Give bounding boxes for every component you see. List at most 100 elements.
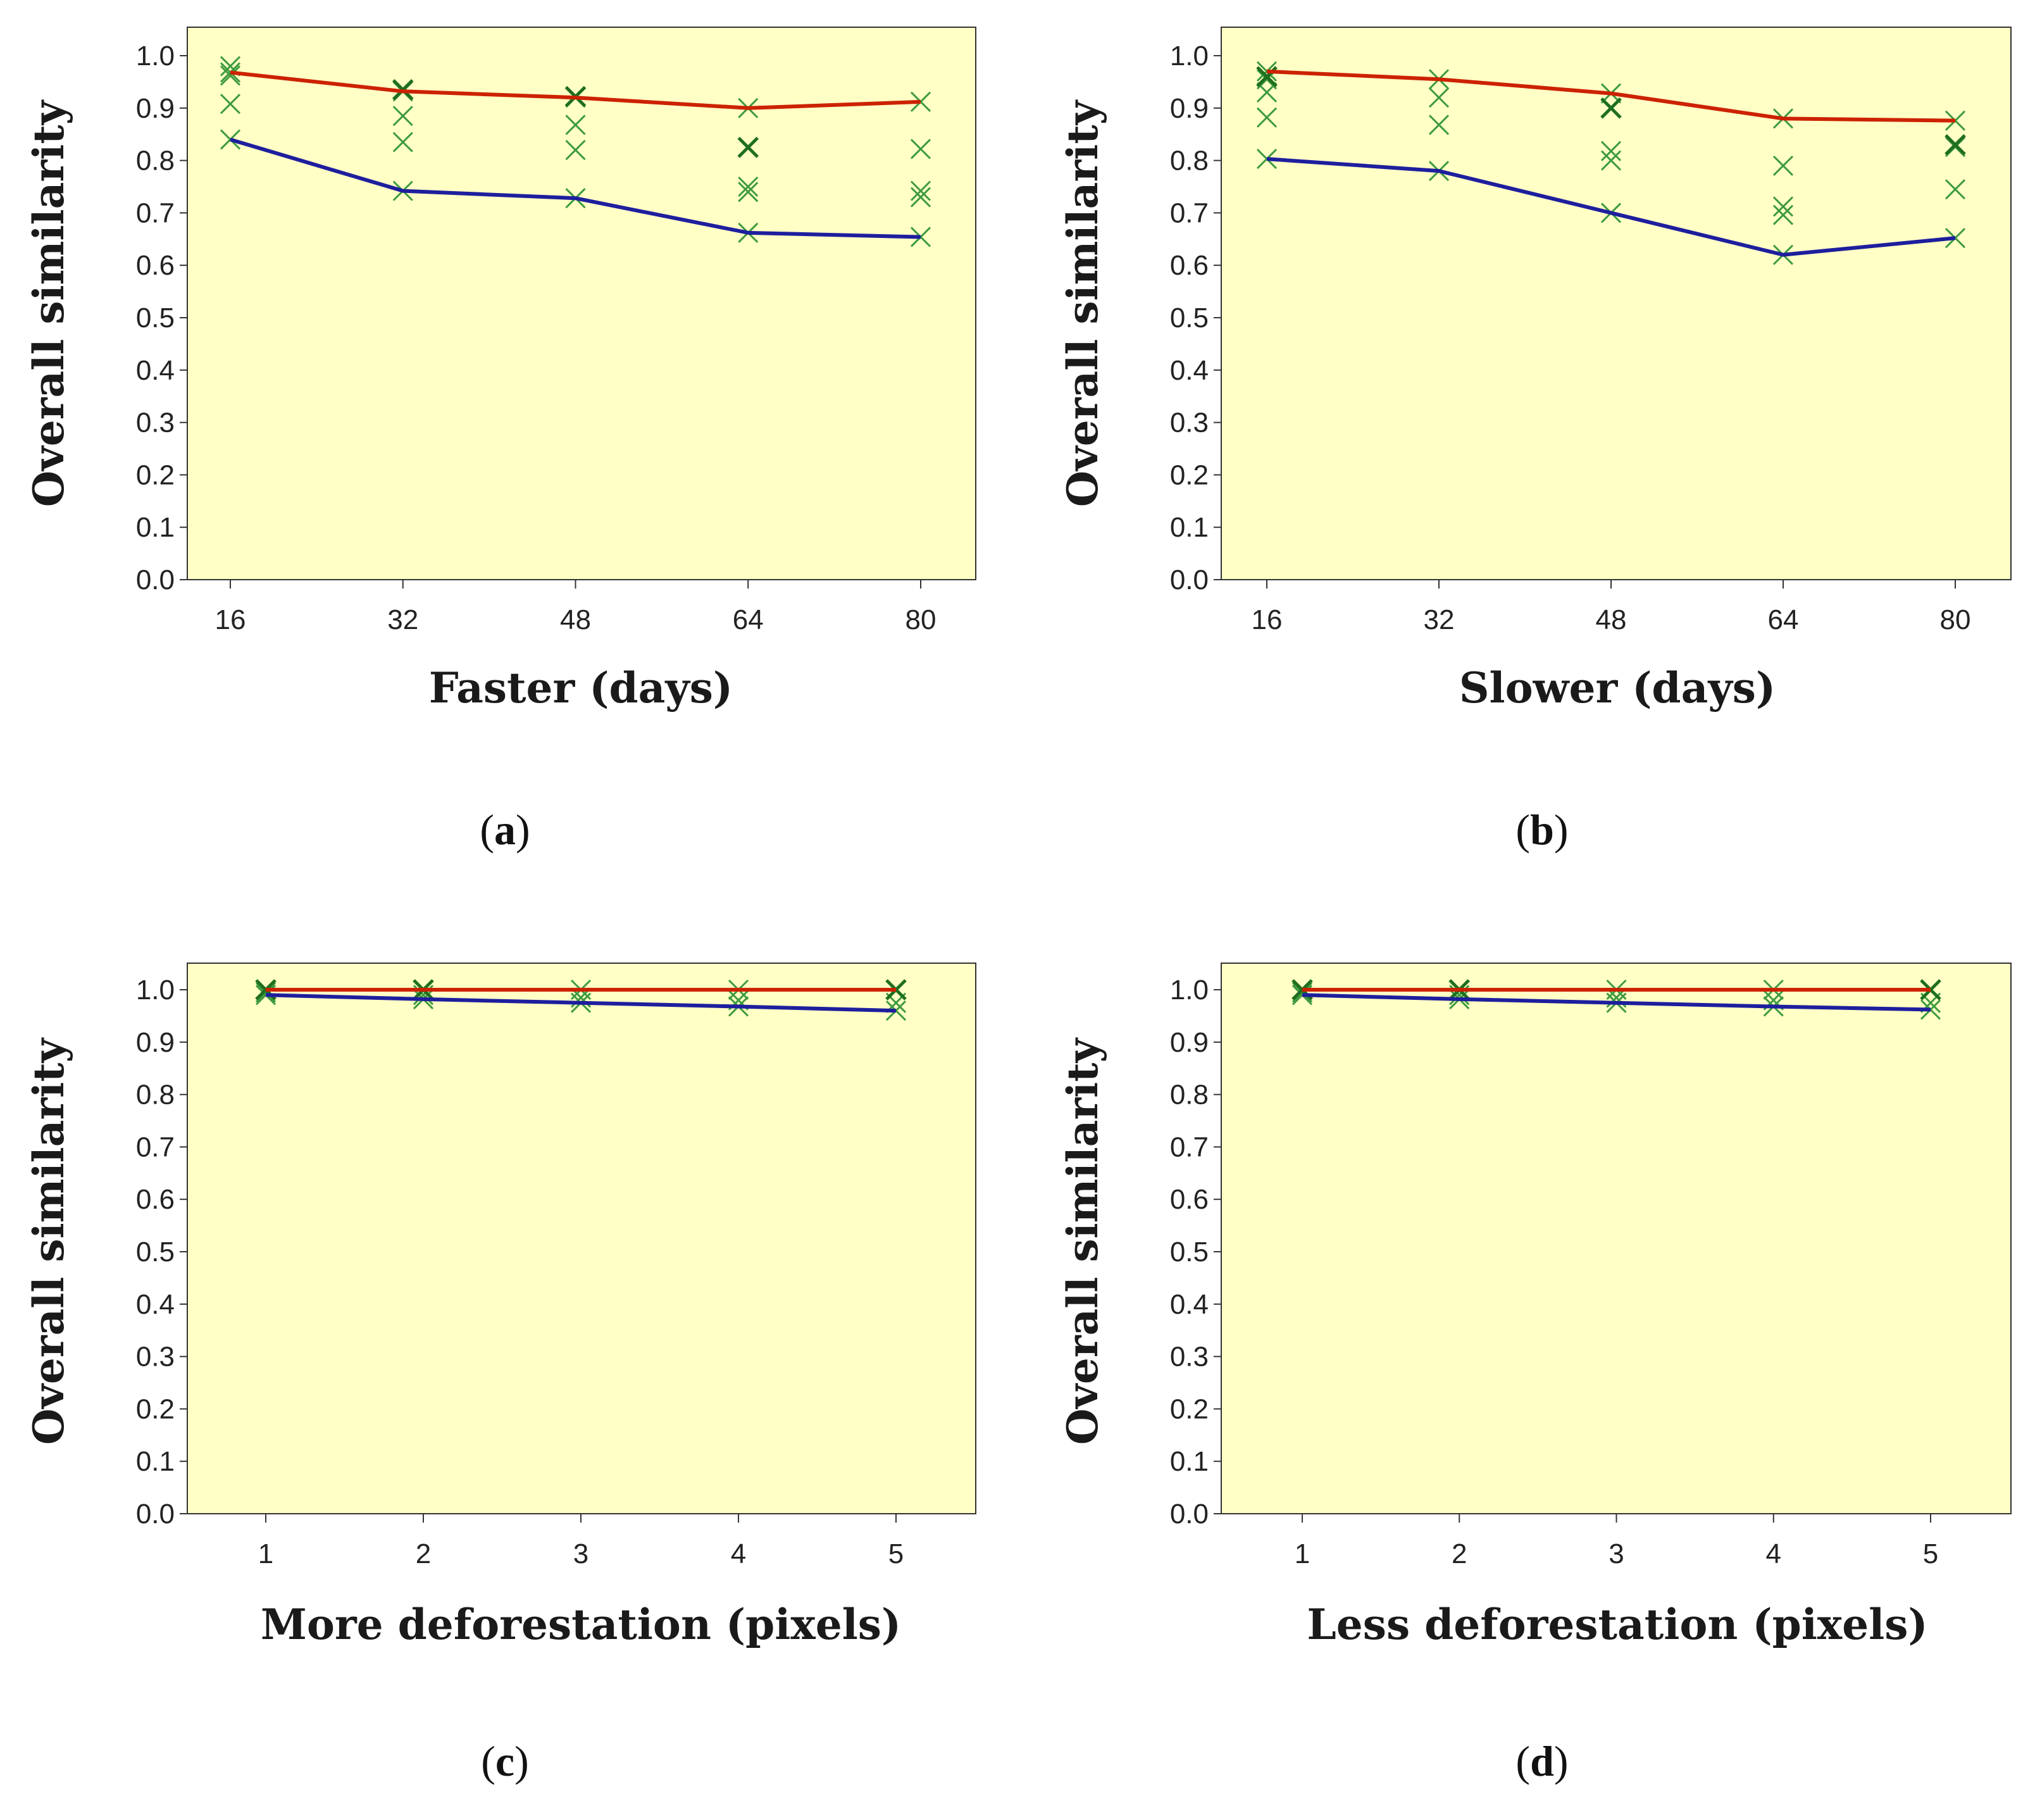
y-axis-title: Overall similarity <box>1058 99 1107 507</box>
y-tick-label: 0.8 <box>136 1080 175 1111</box>
y-tick-label: 1.0 <box>1170 41 1209 72</box>
series-line-max <box>230 70 921 110</box>
x-tick-label: 3 <box>1609 1538 1624 1569</box>
x-tick-label: 4 <box>731 1538 746 1569</box>
y-tick-label: 0.0 <box>136 564 175 595</box>
plot-area <box>1221 963 2012 1514</box>
y-tick-label: 0.2 <box>136 459 175 490</box>
y-tick-label: 0.6 <box>136 250 175 281</box>
y-axis-title: Overall similarity <box>24 99 73 507</box>
chart-panel-c: 0.0 0.1 0.2 0.3 0.4 0.5 0.6 0.7 0.8 0.9 1.0 1 2 3 4 5 Ov… <box>24 963 976 1785</box>
y-tick-label: 1.0 <box>1170 975 1209 1006</box>
x-tick-label: 32 <box>1424 604 1455 635</box>
y-axis-title: Overall similarity <box>1058 1037 1107 1445</box>
y-tick-label: 0.9 <box>1170 93 1209 124</box>
y-tick-label: 0.5 <box>1170 302 1209 333</box>
scatter-point <box>738 182 759 203</box>
x-axis-title: Less deforestation (pixels) <box>1307 1600 1927 1649</box>
y-tick-label: 0.6 <box>136 1184 175 1215</box>
scatter-point <box>565 139 586 161</box>
chart-panel-d: 0.0 0.1 0.2 0.3 0.4 0.5 0.6 0.7 0.8 0.9 1.0 1 2 3 4 5 Ov… <box>1058 963 2012 1785</box>
chart-panel-a: 0.0 0.1 0.2 0.3 0.4 0.5 0.6 0.7 0.8 0.9 1.0 16 32 48 6… <box>24 27 976 854</box>
y-tick-label: 0.9 <box>1170 1027 1209 1058</box>
scatter-point <box>1256 107 1278 128</box>
panel-label: (a) <box>480 806 530 854</box>
scatter-point <box>1772 196 1794 217</box>
x-tick-label: 64 <box>1768 604 1799 635</box>
y-tick-label: 0.2 <box>136 1393 175 1424</box>
plot-area <box>1221 27 2012 580</box>
scatter-point <box>392 106 413 127</box>
y-axis-title: Overall similarity <box>24 1037 73 1445</box>
scatter-point <box>1428 115 1450 135</box>
chart-panel-b: 0.0 0.1 0.2 0.3 0.4 0.5 0.6 0.7 0.8 0.9 1.0 16 32 48 6… <box>1058 27 2012 854</box>
y-tick-label: 0.7 <box>1170 1131 1209 1162</box>
x-tick-label: 4 <box>1766 1538 1781 1569</box>
x-tick-label: 1 <box>258 1538 273 1569</box>
x-tick-label: 48 <box>560 604 591 635</box>
x-tick-label: 16 <box>1252 604 1283 635</box>
x-tick-label: 1 <box>1295 1538 1310 1569</box>
y-tick-label: 0.9 <box>136 1027 175 1058</box>
y-tick-label: 0.8 <box>136 146 175 177</box>
scatter-point <box>1600 140 1622 161</box>
scatter-point <box>1291 982 1313 1003</box>
y-tick-label: 0.6 <box>1170 250 1209 281</box>
x-axis-title: More deforestation (pixels) <box>261 1600 901 1649</box>
x-tick-label: 32 <box>387 604 418 635</box>
series-line-max <box>1266 69 1956 123</box>
scatter-point-dark <box>737 137 759 158</box>
x-tick-label: 2 <box>1452 1538 1467 1569</box>
x-tick-label: 64 <box>733 604 764 635</box>
x-tick-label: 80 <box>905 604 937 635</box>
scatter-point <box>1256 82 1278 103</box>
scatter-point-dark <box>1600 97 1622 119</box>
scatter-point <box>1772 204 1794 225</box>
x-axis-title: Faster (days) <box>429 663 733 713</box>
y-tick-label: 0.5 <box>136 302 175 333</box>
scatter-point <box>220 65 241 86</box>
panel-label: (c) <box>481 1737 529 1785</box>
scatter-point <box>1772 155 1794 176</box>
x-axis-title: Slower (days) <box>1459 663 1776 713</box>
y-tick-label: 0.9 <box>136 93 175 124</box>
panel-label: (b) <box>1515 806 1568 854</box>
y-tick-label: 0.4 <box>136 1289 175 1320</box>
y-tick-label: 0.7 <box>136 197 175 228</box>
y-tick-label: 0.4 <box>1170 1289 1209 1320</box>
x-tick-label: 2 <box>416 1538 431 1569</box>
x-tick-label: 5 <box>1923 1538 1938 1569</box>
x-tick-label: 80 <box>1940 604 1971 635</box>
scatter-point <box>910 187 931 208</box>
y-tick-label: 0.6 <box>1170 1184 1209 1215</box>
series-line-min <box>230 137 921 239</box>
panel-label: (d) <box>1515 1737 1568 1785</box>
y-tick-label: 0.1 <box>1170 1446 1209 1477</box>
scatter-point <box>392 132 413 153</box>
x-tick-label: 5 <box>888 1538 904 1569</box>
scatter-point <box>1945 179 1966 200</box>
y-tick-label: 0.8 <box>1170 146 1209 177</box>
series-line-min <box>1302 993 1931 1012</box>
y-tick-label: 1.0 <box>136 975 175 1006</box>
scatter-point <box>565 115 586 135</box>
scatter-point-dark <box>1945 134 1966 156</box>
scatter-point <box>910 139 931 159</box>
scatter-point <box>738 176 759 197</box>
y-tick-label: 0.3 <box>1170 408 1209 439</box>
y-tick-label: 0.7 <box>136 1131 175 1162</box>
y-tick-label: 0.3 <box>1170 1342 1209 1373</box>
scatter-point <box>220 94 241 115</box>
y-tick-label: 0.3 <box>136 1342 175 1373</box>
series-line-min <box>1266 157 1956 257</box>
y-tick-label: 0.1 <box>136 512 175 543</box>
y-tick-label: 0.2 <box>1170 1393 1209 1424</box>
plot-area <box>187 27 976 580</box>
y-tick-label: 0.2 <box>1170 459 1209 490</box>
y-tick-label: 0.0 <box>136 1499 175 1530</box>
y-tick-label: 0.8 <box>1170 1080 1209 1111</box>
scatter-point <box>1600 150 1622 171</box>
y-tick-label: 0.4 <box>1170 355 1209 386</box>
y-tick-label: 0.7 <box>1170 197 1209 228</box>
